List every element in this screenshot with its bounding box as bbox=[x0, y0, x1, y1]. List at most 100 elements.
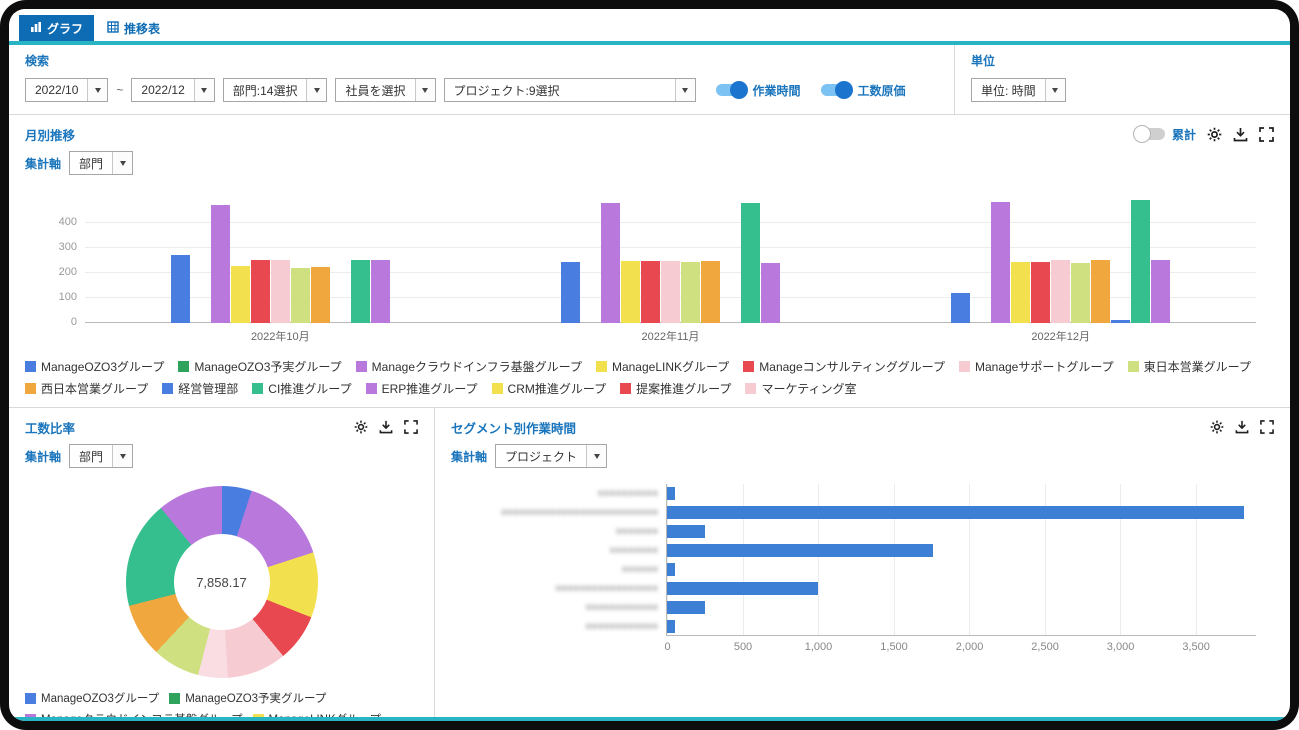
bar[interactable] bbox=[667, 525, 705, 538]
segment-axis-select[interactable]: プロジェクト bbox=[495, 444, 608, 468]
gear-icon[interactable] bbox=[1210, 420, 1224, 434]
chevron-down-icon[interactable] bbox=[87, 79, 108, 101]
legend-item[interactable]: ManageOZO3予実グループ bbox=[178, 358, 342, 375]
legend-item-label: Manageコンサルティンググループ bbox=[759, 360, 945, 374]
bar[interactable] bbox=[620, 261, 640, 323]
chevron-down-icon[interactable] bbox=[112, 445, 133, 467]
legend-item[interactable]: 経営管理部 bbox=[162, 380, 238, 397]
gear-icon[interactable] bbox=[1207, 127, 1222, 142]
legend-item[interactable]: ERP推進グループ bbox=[365, 380, 478, 397]
legend-color-swatch bbox=[365, 383, 377, 394]
bar[interactable] bbox=[350, 260, 370, 323]
bar[interactable] bbox=[1091, 260, 1111, 323]
bar[interactable] bbox=[667, 563, 675, 576]
bar[interactable] bbox=[250, 260, 270, 323]
man-hour-cost-toggle[interactable]: 工数原価 bbox=[820, 81, 906, 99]
blurred-row-label: ●●●●●●●●●●●●●●●●● bbox=[555, 583, 658, 594]
bar[interactable] bbox=[310, 267, 330, 323]
gear-icon[interactable] bbox=[354, 420, 368, 434]
period-from-select[interactable]: 2022/10 bbox=[25, 78, 109, 102]
fullscreen-icon[interactable] bbox=[404, 420, 418, 434]
chevron-down-icon[interactable] bbox=[414, 79, 435, 101]
download-icon[interactable] bbox=[1233, 127, 1248, 142]
unit-select[interactable]: 単位: 時間 bbox=[971, 78, 1066, 102]
monthly-panel-title: 月別推移 bbox=[25, 128, 76, 143]
bar[interactable] bbox=[1151, 260, 1171, 323]
legend-color-swatch bbox=[25, 361, 36, 372]
chevron-down-icon[interactable] bbox=[674, 79, 695, 101]
legend-item[interactable]: ManageOZO3グループ bbox=[25, 690, 159, 706]
work-time-toggle[interactable]: 作業時間 bbox=[715, 81, 801, 99]
ratio-axis-row: 集計軸 部門 bbox=[25, 444, 418, 468]
chevron-down-icon[interactable] bbox=[1044, 79, 1065, 101]
bar[interactable] bbox=[660, 261, 680, 323]
legend-item-label: CRM推進グループ bbox=[507, 382, 607, 396]
period-to-select[interactable]: 2022/12 bbox=[131, 78, 215, 102]
chevron-down-icon[interactable] bbox=[586, 445, 607, 467]
bar[interactable] bbox=[270, 260, 290, 323]
legend-item[interactable]: Manageコンサルティンググループ bbox=[743, 358, 945, 375]
bar[interactable] bbox=[210, 205, 230, 323]
x-axis-tick-label: 2,000 bbox=[955, 641, 984, 653]
bar[interactable] bbox=[667, 544, 933, 557]
bar[interactable] bbox=[1031, 262, 1051, 323]
bar[interactable] bbox=[667, 620, 676, 633]
legend-item[interactable]: CI推進グループ bbox=[252, 380, 352, 397]
chevron-down-icon[interactable] bbox=[306, 79, 327, 101]
tab-graph[interactable]: グラフ bbox=[19, 15, 95, 41]
bar[interactable] bbox=[1111, 320, 1131, 323]
legend-item[interactable]: Manageクラウドインフラ基盤グループ bbox=[355, 358, 582, 375]
bar[interactable] bbox=[667, 601, 705, 614]
bar[interactable] bbox=[700, 261, 720, 323]
legend-item[interactable]: ManageLINKグループ bbox=[595, 358, 729, 375]
bar[interactable] bbox=[991, 202, 1011, 323]
bar[interactable] bbox=[667, 487, 675, 500]
bar[interactable] bbox=[1051, 260, 1071, 323]
bar[interactable] bbox=[740, 203, 760, 323]
legend-item[interactable]: ManageOZO3グループ bbox=[25, 358, 164, 375]
search-section: 検索 2022/10 ~ 2022/12 部門:14選択 bbox=[9, 45, 955, 114]
monthly-axis-select[interactable]: 部門 bbox=[69, 151, 134, 175]
bar[interactable] bbox=[1011, 262, 1031, 323]
fullscreen-icon[interactable] bbox=[1260, 420, 1274, 434]
bar[interactable] bbox=[290, 268, 310, 323]
legend-color-swatch bbox=[958, 361, 970, 372]
bar[interactable] bbox=[680, 262, 700, 323]
bar[interactable] bbox=[600, 203, 620, 323]
legend-item[interactable]: 東日本営業グループ bbox=[1127, 358, 1251, 375]
legend-item[interactable]: Manageサポートグループ bbox=[958, 358, 1114, 375]
download-icon[interactable] bbox=[1235, 420, 1249, 434]
bar[interactable] bbox=[951, 293, 971, 323]
gridline: 2,000 bbox=[956, 484, 983, 653]
bar[interactable] bbox=[1071, 263, 1091, 323]
ratio-axis-select[interactable]: 部門 bbox=[69, 444, 134, 468]
department-select[interactable]: 部門:14選択 bbox=[222, 78, 328, 102]
bar[interactable] bbox=[640, 261, 660, 323]
project-select[interactable]: プロジェクト:9選択 bbox=[443, 78, 696, 102]
fullscreen-icon[interactable] bbox=[1259, 126, 1274, 142]
legend-item[interactable]: マーケティング室 bbox=[745, 380, 856, 397]
bar[interactable] bbox=[230, 266, 250, 323]
tab-transition-table[interactable]: 推移表 bbox=[96, 15, 172, 41]
download-icon[interactable] bbox=[379, 420, 393, 434]
bar[interactable] bbox=[370, 260, 390, 323]
bar[interactable] bbox=[760, 263, 780, 323]
cumulative-toggle[interactable]: 累計 bbox=[1132, 125, 1196, 143]
hbar-row bbox=[667, 598, 1256, 617]
gridline: 1,000 bbox=[805, 484, 832, 653]
toggle-off-icon bbox=[1132, 125, 1165, 143]
bar[interactable] bbox=[560, 262, 580, 323]
chevron-down-icon[interactable] bbox=[112, 152, 133, 174]
bar[interactable] bbox=[1131, 200, 1151, 323]
bar[interactable] bbox=[170, 255, 190, 323]
bar[interactable] bbox=[667, 506, 1244, 519]
legend-item[interactable]: 西日本営業グループ bbox=[25, 380, 148, 397]
chevron-down-icon[interactable] bbox=[193, 79, 214, 101]
legend-item[interactable]: ManageOZO3予実グループ bbox=[169, 690, 326, 706]
table-icon bbox=[107, 21, 119, 36]
bar[interactable] bbox=[667, 582, 819, 595]
y-axis-tick-label: 400 bbox=[58, 216, 77, 228]
employee-select[interactable]: 社員を選択 bbox=[335, 78, 436, 102]
legend-item[interactable]: 提案推進グループ bbox=[620, 380, 731, 397]
legend-item[interactable]: CRM推進グループ bbox=[491, 380, 607, 397]
